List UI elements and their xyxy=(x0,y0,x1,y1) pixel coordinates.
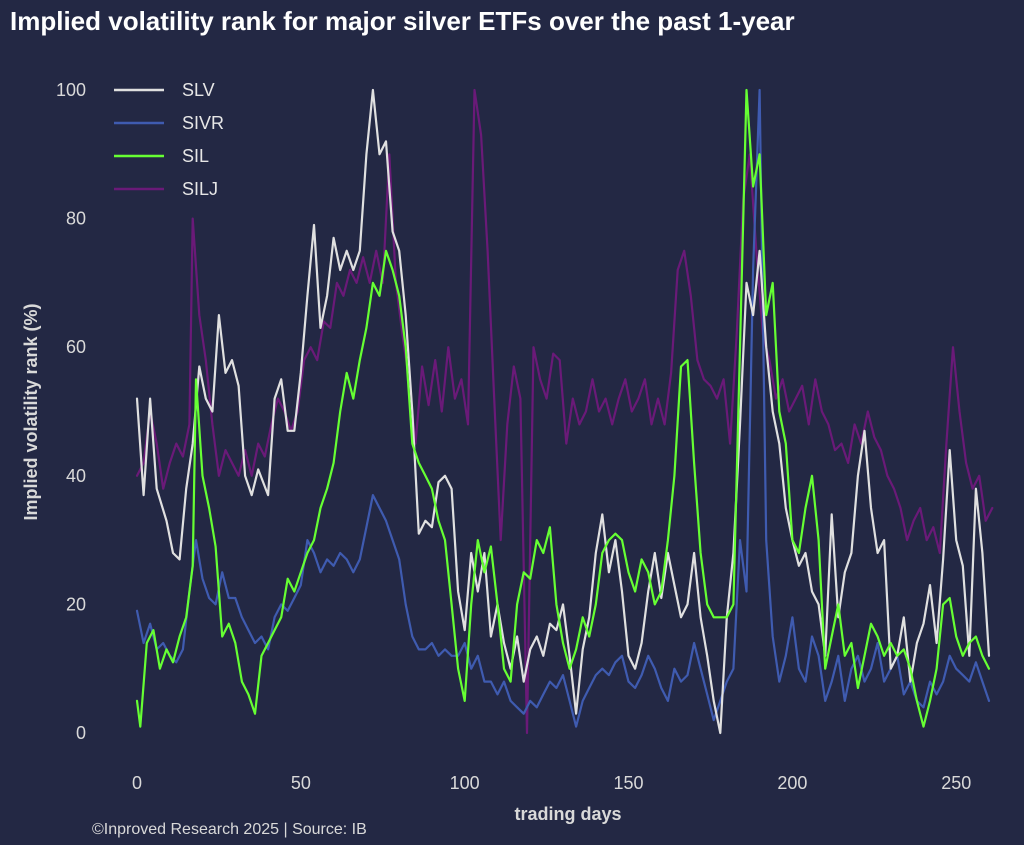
y-tick-label: 40 xyxy=(66,466,86,486)
series-line-sivr xyxy=(135,88,991,728)
series-line-silj xyxy=(135,88,994,735)
y-tick-label: 0 xyxy=(76,723,86,743)
plot-area xyxy=(135,88,994,735)
x-tick-label: 150 xyxy=(614,773,644,793)
legend-label-sivr: SIVR xyxy=(182,113,224,133)
series-line-slv xyxy=(135,88,991,735)
y-axis-label: Implied volatility rank (%) xyxy=(21,303,41,520)
x-tick-label: 250 xyxy=(941,773,971,793)
x-axis: 0 50 100 150 200 250 xyxy=(132,773,971,793)
x-tick-label: 50 xyxy=(291,773,311,793)
x-tick-label: 100 xyxy=(450,773,480,793)
legend-label-sil: SIL xyxy=(182,146,209,166)
legend-label-silj: SILJ xyxy=(182,179,218,199)
source-footer: ©Inproved Research 2025 | Source: IB xyxy=(92,821,367,838)
legend-label-slv: SLV xyxy=(182,80,215,100)
chart-title: Implied volatility rank for major silver… xyxy=(10,6,795,36)
y-axis: 0 20 40 60 80 100 xyxy=(56,80,86,743)
y-tick-label: 60 xyxy=(66,337,86,357)
y-tick-label: 100 xyxy=(56,80,86,100)
y-tick-label: 20 xyxy=(66,594,86,614)
y-tick-label: 80 xyxy=(66,209,86,229)
x-tick-label: 0 xyxy=(132,773,142,793)
x-axis-label: trading days xyxy=(514,804,621,824)
series-line-sil xyxy=(135,88,991,728)
legend: SLV SIVR SIL SILJ xyxy=(114,80,224,199)
x-tick-label: 200 xyxy=(777,773,807,793)
